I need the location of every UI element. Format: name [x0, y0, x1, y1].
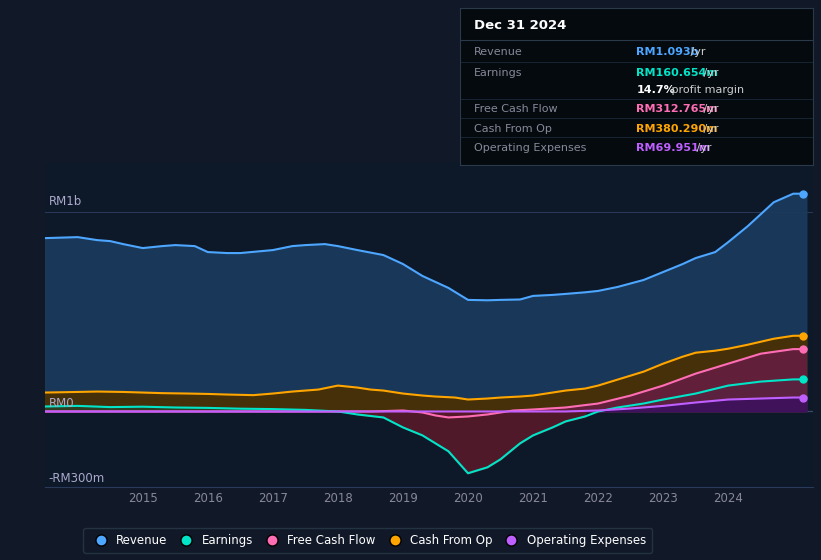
Text: Operating Expenses: Operating Expenses	[474, 143, 586, 153]
Text: Revenue: Revenue	[474, 47, 523, 57]
Text: Free Cash Flow: Free Cash Flow	[474, 104, 557, 114]
Text: RM1.093b: RM1.093b	[636, 47, 699, 57]
Text: Dec 31 2024: Dec 31 2024	[474, 20, 566, 32]
Text: RM69.951m: RM69.951m	[636, 143, 710, 153]
Text: RM312.765m: RM312.765m	[636, 104, 718, 114]
Text: /yr: /yr	[699, 104, 718, 114]
Text: -RM300m: -RM300m	[48, 472, 104, 485]
Text: profit margin: profit margin	[668, 85, 744, 95]
Text: 14.7%: 14.7%	[636, 85, 675, 95]
Legend: Revenue, Earnings, Free Cash Flow, Cash From Op, Operating Expenses: Revenue, Earnings, Free Cash Flow, Cash …	[83, 528, 652, 553]
Text: Cash From Op: Cash From Op	[474, 124, 552, 134]
Text: RM1b: RM1b	[48, 195, 81, 208]
Text: /yr: /yr	[699, 124, 718, 134]
Text: /yr: /yr	[687, 47, 705, 57]
Text: /yr: /yr	[699, 68, 718, 78]
Text: /yr: /yr	[694, 143, 712, 153]
Text: Earnings: Earnings	[474, 68, 522, 78]
Text: RM380.290m: RM380.290m	[636, 124, 718, 134]
Text: RM0: RM0	[48, 397, 74, 410]
Text: RM160.654m: RM160.654m	[636, 68, 718, 78]
